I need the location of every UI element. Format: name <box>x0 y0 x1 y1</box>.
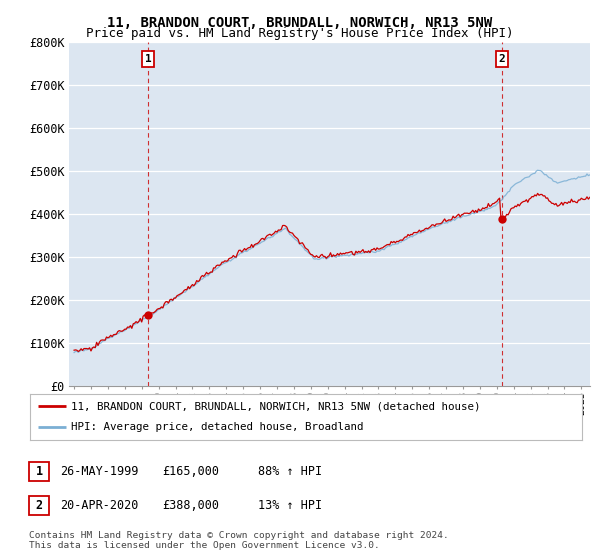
Text: 2: 2 <box>35 498 43 512</box>
Text: 26-MAY-1999: 26-MAY-1999 <box>60 465 139 478</box>
Text: £388,000: £388,000 <box>162 498 219 512</box>
Text: 13% ↑ HPI: 13% ↑ HPI <box>258 498 322 512</box>
Text: 20-APR-2020: 20-APR-2020 <box>60 498 139 512</box>
Text: Contains HM Land Registry data © Crown copyright and database right 2024.
This d: Contains HM Land Registry data © Crown c… <box>29 530 449 550</box>
Text: 11, BRANDON COURT, BRUNDALL, NORWICH, NR13 5NW (detached house): 11, BRANDON COURT, BRUNDALL, NORWICH, NR… <box>71 401 481 411</box>
Text: 1: 1 <box>35 465 43 478</box>
Text: £165,000: £165,000 <box>162 465 219 478</box>
Text: 2: 2 <box>499 54 505 64</box>
Text: 88% ↑ HPI: 88% ↑ HPI <box>258 465 322 478</box>
Text: Price paid vs. HM Land Registry's House Price Index (HPI): Price paid vs. HM Land Registry's House … <box>86 27 514 40</box>
Text: HPI: Average price, detached house, Broadland: HPI: Average price, detached house, Broa… <box>71 422 364 432</box>
Text: 1: 1 <box>145 54 152 64</box>
Text: 11, BRANDON COURT, BRUNDALL, NORWICH, NR13 5NW: 11, BRANDON COURT, BRUNDALL, NORWICH, NR… <box>107 16 493 30</box>
